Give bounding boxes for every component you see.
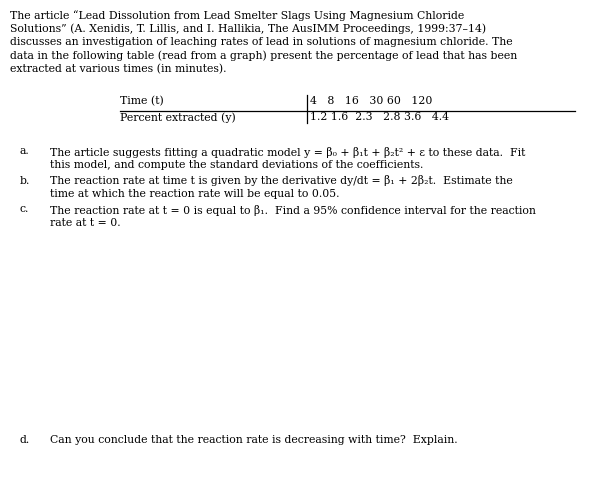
Text: The article suggests fitting a quadratic model y = β₀ + β₁t + β₂t² + ε to these : The article suggests fitting a quadratic… [50, 146, 525, 157]
Text: this model, and compute the standard deviations of the coefficients.: this model, and compute the standard dev… [50, 160, 423, 170]
Text: b.: b. [20, 176, 31, 185]
Text: The reaction rate at t = 0 is equal to β₁.  Find a 95% confidence interval for t: The reaction rate at t = 0 is equal to β… [50, 204, 536, 216]
Text: Percent extracted (y): Percent extracted (y) [120, 112, 236, 123]
Text: c.: c. [20, 204, 29, 215]
Text: data in the following table (read from a graph) present the percentage of lead t: data in the following table (read from a… [10, 50, 517, 61]
Text: Can you conclude that the reaction rate is decreasing with time?  Explain.: Can you conclude that the reaction rate … [50, 435, 458, 445]
Text: a.: a. [20, 146, 30, 156]
Text: extracted at various times (in minutes).: extracted at various times (in minutes). [10, 64, 227, 74]
Text: d.: d. [20, 435, 30, 445]
Text: 4   8   16   30 60   120: 4 8 16 30 60 120 [310, 96, 432, 106]
Text: The reaction rate at time t is given by the derivative dy/dt = β₁ + 2β₂t.  Estim: The reaction rate at time t is given by … [50, 176, 513, 187]
Text: Time (t): Time (t) [120, 96, 164, 106]
Text: The article “Lead Dissolution from Lead Smelter Slags Using Magnesium Chloride: The article “Lead Dissolution from Lead … [10, 10, 464, 21]
Text: discusses an investigation of leaching rates of lead in solutions of magnesium c: discusses an investigation of leaching r… [10, 37, 512, 47]
Text: Solutions” (A. Xenidis, T. Lillis, and I. Hallikia, The AusIMM Proceedings, 1999: Solutions” (A. Xenidis, T. Lillis, and I… [10, 24, 486, 34]
Text: time at which the reaction rate will be equal to 0.05.: time at which the reaction rate will be … [50, 189, 339, 199]
Text: 1.2 1.6  2.3   2.8 3.6   4.4: 1.2 1.6 2.3 2.8 3.6 4.4 [310, 112, 449, 122]
Text: rate at t = 0.: rate at t = 0. [50, 218, 121, 228]
